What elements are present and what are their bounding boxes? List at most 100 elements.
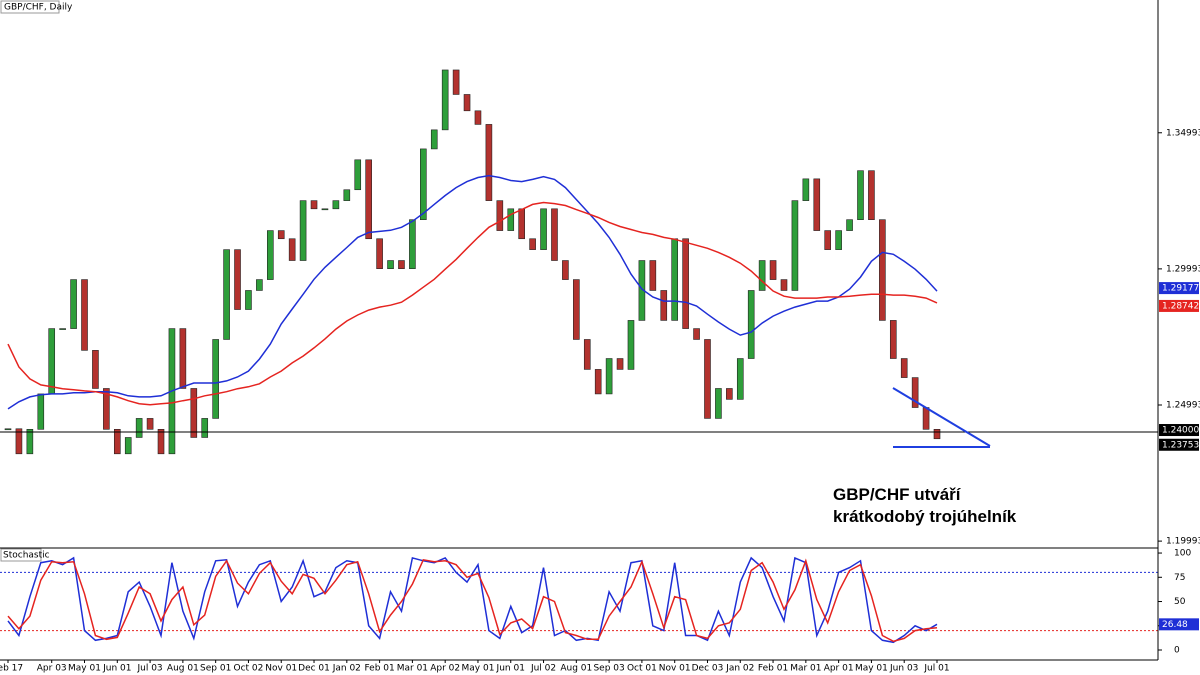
- candle: [747, 290, 755, 359]
- x-tick-label: Jul 03: [136, 664, 162, 674]
- candle: [933, 429, 941, 440]
- last-price-label-box: [1159, 438, 1199, 451]
- candle: [507, 208, 515, 231]
- x-tick-label: Aug 01: [560, 664, 592, 674]
- candle: [376, 238, 383, 269]
- candle: [660, 290, 668, 321]
- y-tick-label: 1.34993: [1166, 128, 1200, 138]
- candle: [726, 388, 733, 400]
- candle: [277, 230, 285, 240]
- level-label-box: [1159, 424, 1199, 437]
- x-tick-label: Feb 01: [364, 664, 394, 674]
- candle: [583, 339, 591, 370]
- candle: [704, 339, 711, 419]
- candle: [234, 249, 241, 310]
- candle: [409, 219, 416, 269]
- moving-average-label-box: [1159, 299, 1199, 312]
- moving-average-label-box: [1159, 282, 1199, 295]
- candle: [911, 377, 919, 408]
- candle: [354, 159, 362, 191]
- candle: [398, 260, 405, 269]
- moving-average-label: 1.29177: [1162, 284, 1199, 294]
- candle: [299, 200, 307, 261]
- candle: [540, 208, 547, 250]
- y-tick-label: 0: [1174, 646, 1180, 656]
- stochastic-line: [7, 556, 938, 644]
- candle: [146, 418, 154, 430]
- x-tick-label: Jun 01: [496, 664, 525, 674]
- candle: [113, 429, 121, 455]
- candle: [802, 178, 810, 201]
- candle: [321, 208, 329, 211]
- x-tick-label: Oct 02: [234, 664, 264, 674]
- candle: [758, 260, 766, 291]
- candle: [103, 388, 110, 430]
- candle: [889, 320, 897, 359]
- candle: [485, 124, 493, 201]
- y-tick-label: 100: [1174, 549, 1191, 559]
- candle: [48, 328, 56, 395]
- candle: [223, 249, 230, 340]
- stochastic-panel: 025507510026.48: [0, 549, 1199, 656]
- candle: [496, 200, 504, 231]
- candle: [245, 290, 252, 310]
- candle: [922, 407, 930, 430]
- candle: [474, 110, 482, 125]
- candle: [190, 388, 198, 438]
- x-tick-label: Jan 02: [725, 664, 754, 674]
- candle: [463, 94, 471, 112]
- candle: [868, 170, 875, 220]
- title-box: [0, 0, 60, 14]
- x-tick-label: May 01: [855, 664, 888, 674]
- x-tick-label: May 01: [462, 664, 495, 674]
- x-tick-label: Jul 02: [530, 664, 556, 674]
- candle: [551, 208, 558, 261]
- candle: [4, 428, 12, 431]
- chart-title: GBP/CHF, Daily: [4, 3, 73, 13]
- y-tick-label: 75: [1174, 573, 1185, 583]
- x-tick-label: Feb 01: [758, 664, 788, 674]
- x-tick-label: Jun 01: [102, 664, 131, 674]
- x-tick-label: Apr 03: [37, 664, 67, 674]
- y-tick-label: 1.24993: [1166, 400, 1200, 410]
- last-price-label: 1.23753: [1162, 440, 1199, 450]
- candle: [26, 429, 34, 455]
- x-tick-label: Apr 01: [824, 664, 854, 674]
- stochastic-title: Stochastic: [3, 551, 50, 561]
- y-tick-label: 1.19993: [1166, 537, 1200, 547]
- x-tick-label: Dec 01: [298, 664, 330, 674]
- candle: [332, 200, 340, 210]
- stochastic-value-label: 26.48: [1162, 620, 1188, 630]
- candle: [267, 230, 274, 280]
- stochastic-value-label-box: [1159, 618, 1199, 631]
- candle: [835, 230, 842, 250]
- x-tick-label: Nov 01: [659, 664, 691, 674]
- candle: [135, 418, 143, 438]
- candle: [430, 129, 438, 150]
- x-tick-label: Nov 01: [265, 664, 297, 674]
- candle: [824, 230, 832, 250]
- candle: [780, 279, 788, 291]
- candle: [529, 238, 536, 250]
- candle: [420, 148, 427, 220]
- candle: [594, 369, 602, 395]
- candle: [81, 279, 88, 351]
- candle: [736, 358, 744, 400]
- candle: [682, 238, 689, 329]
- candle: [124, 437, 132, 455]
- x-tick-label: Oct 01: [627, 664, 657, 674]
- x-tick-label: Sep 03: [593, 664, 624, 674]
- moving-average-label: 1.28742: [1162, 301, 1199, 311]
- candle: [288, 238, 296, 261]
- candle: [179, 328, 187, 389]
- candle: [157, 429, 165, 455]
- candle: [627, 320, 635, 370]
- candle: [37, 393, 45, 430]
- candle: [59, 328, 66, 330]
- candle: [900, 358, 908, 378]
- candle: [212, 339, 219, 419]
- stochastic-title-box: [0, 548, 42, 562]
- triangle-upper-line: [892, 387, 991, 447]
- y-tick-label: 50: [1174, 597, 1186, 607]
- candle: [791, 200, 799, 291]
